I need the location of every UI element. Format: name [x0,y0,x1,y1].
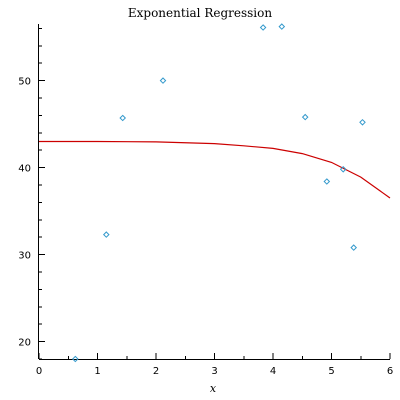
data-point [102,231,110,238]
regression-curve [39,140,391,199]
x-tick-label: 4 [270,366,276,377]
data-point [350,244,358,251]
data-point [119,114,127,122]
chart-title: Exponential Regression [128,6,272,20]
x-tick-label: 6 [387,366,393,377]
x-tick-label: 3 [211,366,217,377]
data-point [71,355,79,363]
data-point [159,77,167,84]
data-point [339,165,347,173]
y-tick-label: 30 [18,251,31,262]
x-tick-label: 0 [36,366,42,377]
data-point [323,178,331,185]
data-points-layer [71,23,366,363]
x-tick-label: 2 [153,366,159,377]
y-tick-label: 50 [18,77,31,88]
data-point [259,24,267,31]
regression-curve-layer [39,140,391,199]
y-tick-label: 20 [18,338,31,349]
x-tick-label: 1 [94,366,100,377]
x-axis-label: x [210,382,217,395]
axes: 0 1 2 3 4 5 6 20 30 40 50 [18,24,393,377]
y-tick-label: 40 [18,164,31,175]
data-point [301,113,309,121]
data-point [278,23,286,30]
x-tick-label: 5 [328,366,334,377]
data-point [359,118,366,126]
